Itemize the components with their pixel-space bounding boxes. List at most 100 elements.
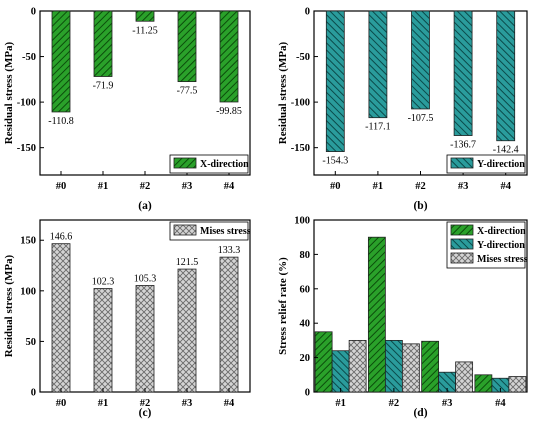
- legend-swatch: [450, 157, 474, 169]
- x-tick-label: #3: [442, 398, 453, 409]
- legend: Mises stress: [169, 221, 251, 241]
- legend-label: X-direction: [477, 226, 526, 237]
- data-label: -136.7: [450, 140, 476, 151]
- bar: [135, 285, 155, 393]
- y-axis-label: Residual stress (MPa): [3, 41, 15, 144]
- bar: [177, 10, 197, 83]
- x-tick-label: #0: [56, 181, 67, 192]
- panel-3: 0 20 40 60 80 100 #1 #2 #3 #4 Stress relief rate (…: [277, 216, 528, 420]
- bar: [453, 10, 473, 136]
- y-tick-label: -50: [22, 52, 36, 63]
- bar: [325, 10, 345, 152]
- panel-caption: (a): [138, 200, 152, 212]
- y-tick-label: 0: [305, 7, 310, 18]
- bar: [51, 10, 71, 113]
- legend-label: Mises stress: [477, 254, 528, 265]
- x-tick-label: #3: [182, 398, 193, 409]
- plot-frame: [313, 219, 528, 393]
- x-tick-label: #2: [140, 398, 151, 409]
- data-label: -107.5: [408, 113, 434, 124]
- y-axis-label: Residual stress (MPa): [3, 254, 15, 357]
- y-tick-label: -100: [291, 98, 310, 109]
- x-tick-label: #1: [98, 181, 109, 192]
- bar: [135, 10, 155, 22]
- y-tick-label: 40: [300, 319, 311, 330]
- x-tick-label: #2: [140, 181, 151, 192]
- x-tick-label: #2: [389, 398, 400, 409]
- bar: [474, 374, 493, 393]
- data-label: -11.25: [132, 25, 157, 36]
- y-tick-label: 100: [20, 286, 36, 297]
- legend: X-direction Y-direction Mises stress: [446, 221, 528, 269]
- data-label: -110.8: [48, 116, 73, 127]
- x-tick-label: #3: [458, 181, 469, 192]
- y-tick-label: 80: [300, 250, 311, 261]
- legend-swatch: [450, 252, 474, 264]
- y-tick-label: 60: [300, 284, 311, 295]
- legend-swatch: [173, 224, 197, 236]
- data-label: -142.4: [493, 145, 519, 156]
- x-tick-label: #4: [224, 181, 235, 192]
- y-tick-label: -50: [296, 52, 310, 63]
- y-tick-label: 0: [31, 7, 36, 18]
- x-tick-label: #1: [335, 398, 346, 409]
- bar: [421, 340, 440, 393]
- x-tick-label: #1: [98, 398, 109, 409]
- data-label: 146.6: [50, 232, 73, 243]
- y-tick-label: 0: [305, 388, 310, 399]
- legend-swatch: [173, 157, 197, 169]
- bar: [496, 10, 516, 142]
- bar: [331, 350, 350, 393]
- x-tick-label: #3: [182, 181, 193, 192]
- bar: [177, 268, 197, 393]
- x-tick-label: #1: [373, 181, 384, 192]
- legend-label: Y-direction: [477, 240, 525, 251]
- bar: [384, 339, 403, 393]
- data-label: -77.5: [177, 86, 198, 97]
- y-tick-label: 100: [294, 216, 310, 227]
- bar: [508, 376, 527, 393]
- legend-swatch: [450, 238, 474, 250]
- data-label: -71.9: [93, 81, 114, 92]
- legend-swatch: [450, 224, 474, 236]
- y-tick-label: -100: [17, 98, 36, 109]
- y-tick-label: 20: [300, 353, 311, 364]
- y-tick-label: 0: [31, 388, 36, 399]
- panel-1: -154.3 -117.1 -107.5 -136.7 -142.4 0 -50 -100 -1…: [277, 7, 528, 212]
- bar: [455, 361, 474, 393]
- y-tick-label: -150: [17, 143, 36, 154]
- x-tick-label: #4: [500, 181, 511, 192]
- bar: [368, 10, 388, 119]
- x-tick-label: #0: [330, 181, 341, 192]
- bar: [51, 243, 71, 393]
- data-label: -154.3: [322, 156, 348, 167]
- bar: [219, 256, 239, 393]
- y-tick-label: -150: [291, 143, 310, 154]
- y-tick-label: 150: [20, 236, 36, 247]
- data-label: -99.85: [216, 106, 242, 117]
- y-tick-label: 50: [26, 337, 37, 348]
- y-axis-label: Residual stress (MPa): [277, 41, 289, 144]
- panel-0: -110.8 -71.9 -11.25 -77.5 -99.85 0 -50 -100 -150…: [3, 7, 251, 212]
- bar: [93, 10, 113, 77]
- panel-caption: (b): [413, 200, 427, 212]
- legend-label: Y-direction: [477, 159, 525, 170]
- legend-label: Mises stress: [200, 226, 251, 237]
- bar: [314, 331, 333, 393]
- bar: [401, 343, 420, 393]
- panel-2: 146.6 102.3 105.3 121.5 133.3 0 50 100 150 #0 #1 #2…: [3, 219, 251, 419]
- x-tick-label: #2: [415, 181, 426, 192]
- bar: [93, 288, 113, 393]
- legend: Y-direction: [446, 154, 526, 174]
- data-label: 133.3: [218, 245, 241, 256]
- data-label: 121.5: [176, 257, 199, 268]
- bar: [348, 339, 367, 393]
- data-label: 105.3: [134, 273, 157, 284]
- data-label: -117.1: [365, 122, 390, 133]
- bar: [219, 10, 239, 103]
- x-tick-label: #0: [56, 398, 67, 409]
- bar: [367, 236, 386, 393]
- bar: [411, 10, 430, 110]
